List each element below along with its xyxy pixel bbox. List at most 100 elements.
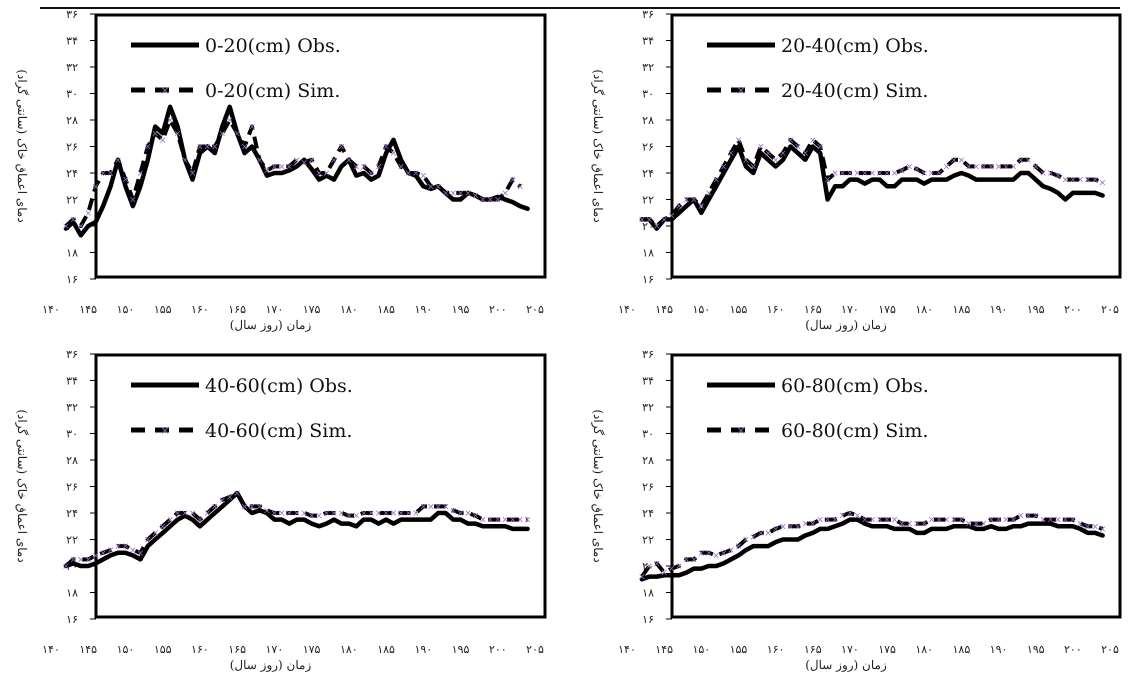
series-marker-sim: × [390, 149, 398, 159]
series-marker-sim: × [802, 520, 810, 530]
x-tick-label: ۱۷۰ [266, 643, 284, 656]
series-marker-sim: × [958, 516, 966, 526]
x-axis-label: زمان (روز سال) [805, 658, 887, 672]
y-tick-label: ۱۸ [642, 247, 654, 260]
x-tick-label: ۱۸۵ [377, 643, 395, 656]
y-axis-label: دمای اعماق خاک (سانتی گراد) [15, 69, 29, 222]
series-marker-sim: × [323, 169, 331, 179]
x-tick-label: ۲۰۰ [489, 643, 507, 656]
series-marker-sim: × [300, 158, 308, 168]
series-marker-sim: × [868, 169, 876, 179]
series-marker-sim: × [965, 162, 973, 172]
series-marker-sim: × [271, 162, 279, 172]
series-marker-sim: × [174, 509, 182, 519]
series-marker-sim: × [1024, 156, 1032, 166]
series-marker-sim: × [241, 143, 249, 153]
y-tick-label: ۱۸ [66, 247, 78, 260]
series-marker-sim: × [928, 516, 936, 526]
series-marker-sim: × [646, 215, 654, 225]
series-marker-sim: × [861, 169, 869, 179]
series-marker-sim: × [360, 509, 368, 519]
x-tick-label: ۱۹۰ [990, 643, 1008, 656]
series-marker-sim: × [816, 516, 824, 526]
series-marker-sim: × [668, 211, 676, 221]
series-marker-sim: × [353, 512, 361, 522]
y-tick-label: ۱۶ [66, 273, 78, 286]
series-marker-sim: × [330, 509, 338, 519]
x-tick-label: ۱۸۵ [377, 303, 395, 316]
y-tick-label: ۲۲ [642, 194, 654, 207]
series-marker-sim: × [382, 143, 390, 153]
y-tick-label: ۳۴ [642, 35, 654, 48]
series-marker-sim: × [375, 162, 383, 172]
series-marker-sim: × [159, 136, 167, 146]
series-marker-sim: × [330, 156, 338, 166]
series-marker-sim: × [913, 520, 921, 530]
series-marker-sim: × [472, 192, 480, 202]
series-marker-sim: × [84, 555, 92, 565]
series-marker-sim: × [256, 156, 264, 166]
series-marker-sim: × [189, 169, 197, 179]
series-marker-sim: × [876, 516, 884, 526]
series-marker-sim: × [375, 509, 383, 519]
series-marker-sim: × [1017, 156, 1025, 166]
y-tick-label: ۲۸ [66, 454, 78, 467]
x-axis-label: زمان (روز سال) [230, 318, 312, 332]
series-marker-sim: × [196, 516, 204, 526]
series-marker-sim: × [950, 156, 958, 166]
series-marker-sim: × [62, 222, 70, 232]
series-marker-sim: × [420, 502, 428, 512]
series-marker-sim: × [92, 551, 100, 561]
series-marker-sim: × [129, 196, 137, 206]
series-marker-sim: × [412, 509, 420, 519]
series-marker-sim: × [727, 546, 735, 556]
x-tick-label: ۱۸۵ [953, 643, 971, 656]
series-marker-sim: × [668, 565, 676, 575]
x-tick-label: ۱۷۵ [878, 643, 896, 656]
series-marker-sim: × [62, 562, 70, 572]
y-tick-label: ۳۰ [642, 88, 654, 101]
x-tick-label: ۲۰۵ [526, 643, 544, 656]
series-marker-sim: × [226, 493, 234, 503]
series-marker-sim: × [779, 522, 787, 532]
series-marker-sim: × [638, 215, 646, 225]
series-marker-sim: × [84, 209, 92, 219]
y-tick-label: ۲۰ [66, 220, 78, 233]
series-marker-sim: × [735, 542, 743, 552]
series-marker-sim: × [735, 136, 743, 146]
y-tick-label: ۱۶ [642, 613, 654, 626]
legend-entry: 60-80(cm) Obs. [707, 375, 929, 397]
legend-label: 0-20(cm) Obs. [205, 35, 341, 57]
chart-panel-3: ۱۶ ۱۸ ۲۰ ۲۲ ۲۴ ۲۶ ۲۸ ۳۰ ۳۲ ۳۴ ۳۶ ۱۴۰ ۱۴۵ ۱۵۰ ۱۵۵ ۱۶۰ ۱۶۵… [15, 348, 547, 672]
legend-label: 60-80(cm) Obs. [781, 375, 929, 397]
series-marker-sim: × [943, 516, 951, 526]
series-marker-sim: × [181, 509, 189, 519]
x-tick-label: ۲۰۵ [1101, 303, 1119, 316]
series-marker-sim: × [99, 169, 107, 179]
series-marker-sim: × [750, 162, 758, 172]
series-marker-sim: × [972, 162, 980, 172]
series-marker-sim: × [218, 129, 226, 139]
y-tick-label: ۲۶ [642, 481, 654, 494]
y-tick-label: ۳۰ [66, 428, 78, 441]
series-marker-sim: × [898, 520, 906, 530]
x-tick-label: ۱۶۰ [191, 303, 209, 316]
series-marker-sim: × [412, 169, 420, 179]
series-marker-sim: × [248, 502, 256, 512]
series-marker-sim: × [846, 169, 854, 179]
series-marker-sim: × [256, 502, 264, 512]
x-tick-label: ۱۶۵ [804, 643, 822, 656]
series-marker-sim: × [479, 516, 487, 526]
legend-entry: × 40-60(cm) Sim. [131, 420, 352, 442]
series-marker-sim: × [750, 533, 758, 543]
series-line-obs [639, 144, 1105, 231]
legend-entry: × 60-80(cm) Sim. [707, 420, 928, 442]
legend-label: 40-60(cm) Sim. [205, 420, 352, 442]
x-tick-label: ۱۴۰ [618, 303, 636, 316]
series-marker-sim: × [1069, 176, 1077, 186]
series-marker-sim: × [464, 189, 472, 199]
series-marker-sim: × [204, 509, 212, 519]
series-marker-sim: × [211, 143, 219, 153]
series-marker-sim: × [494, 196, 502, 206]
